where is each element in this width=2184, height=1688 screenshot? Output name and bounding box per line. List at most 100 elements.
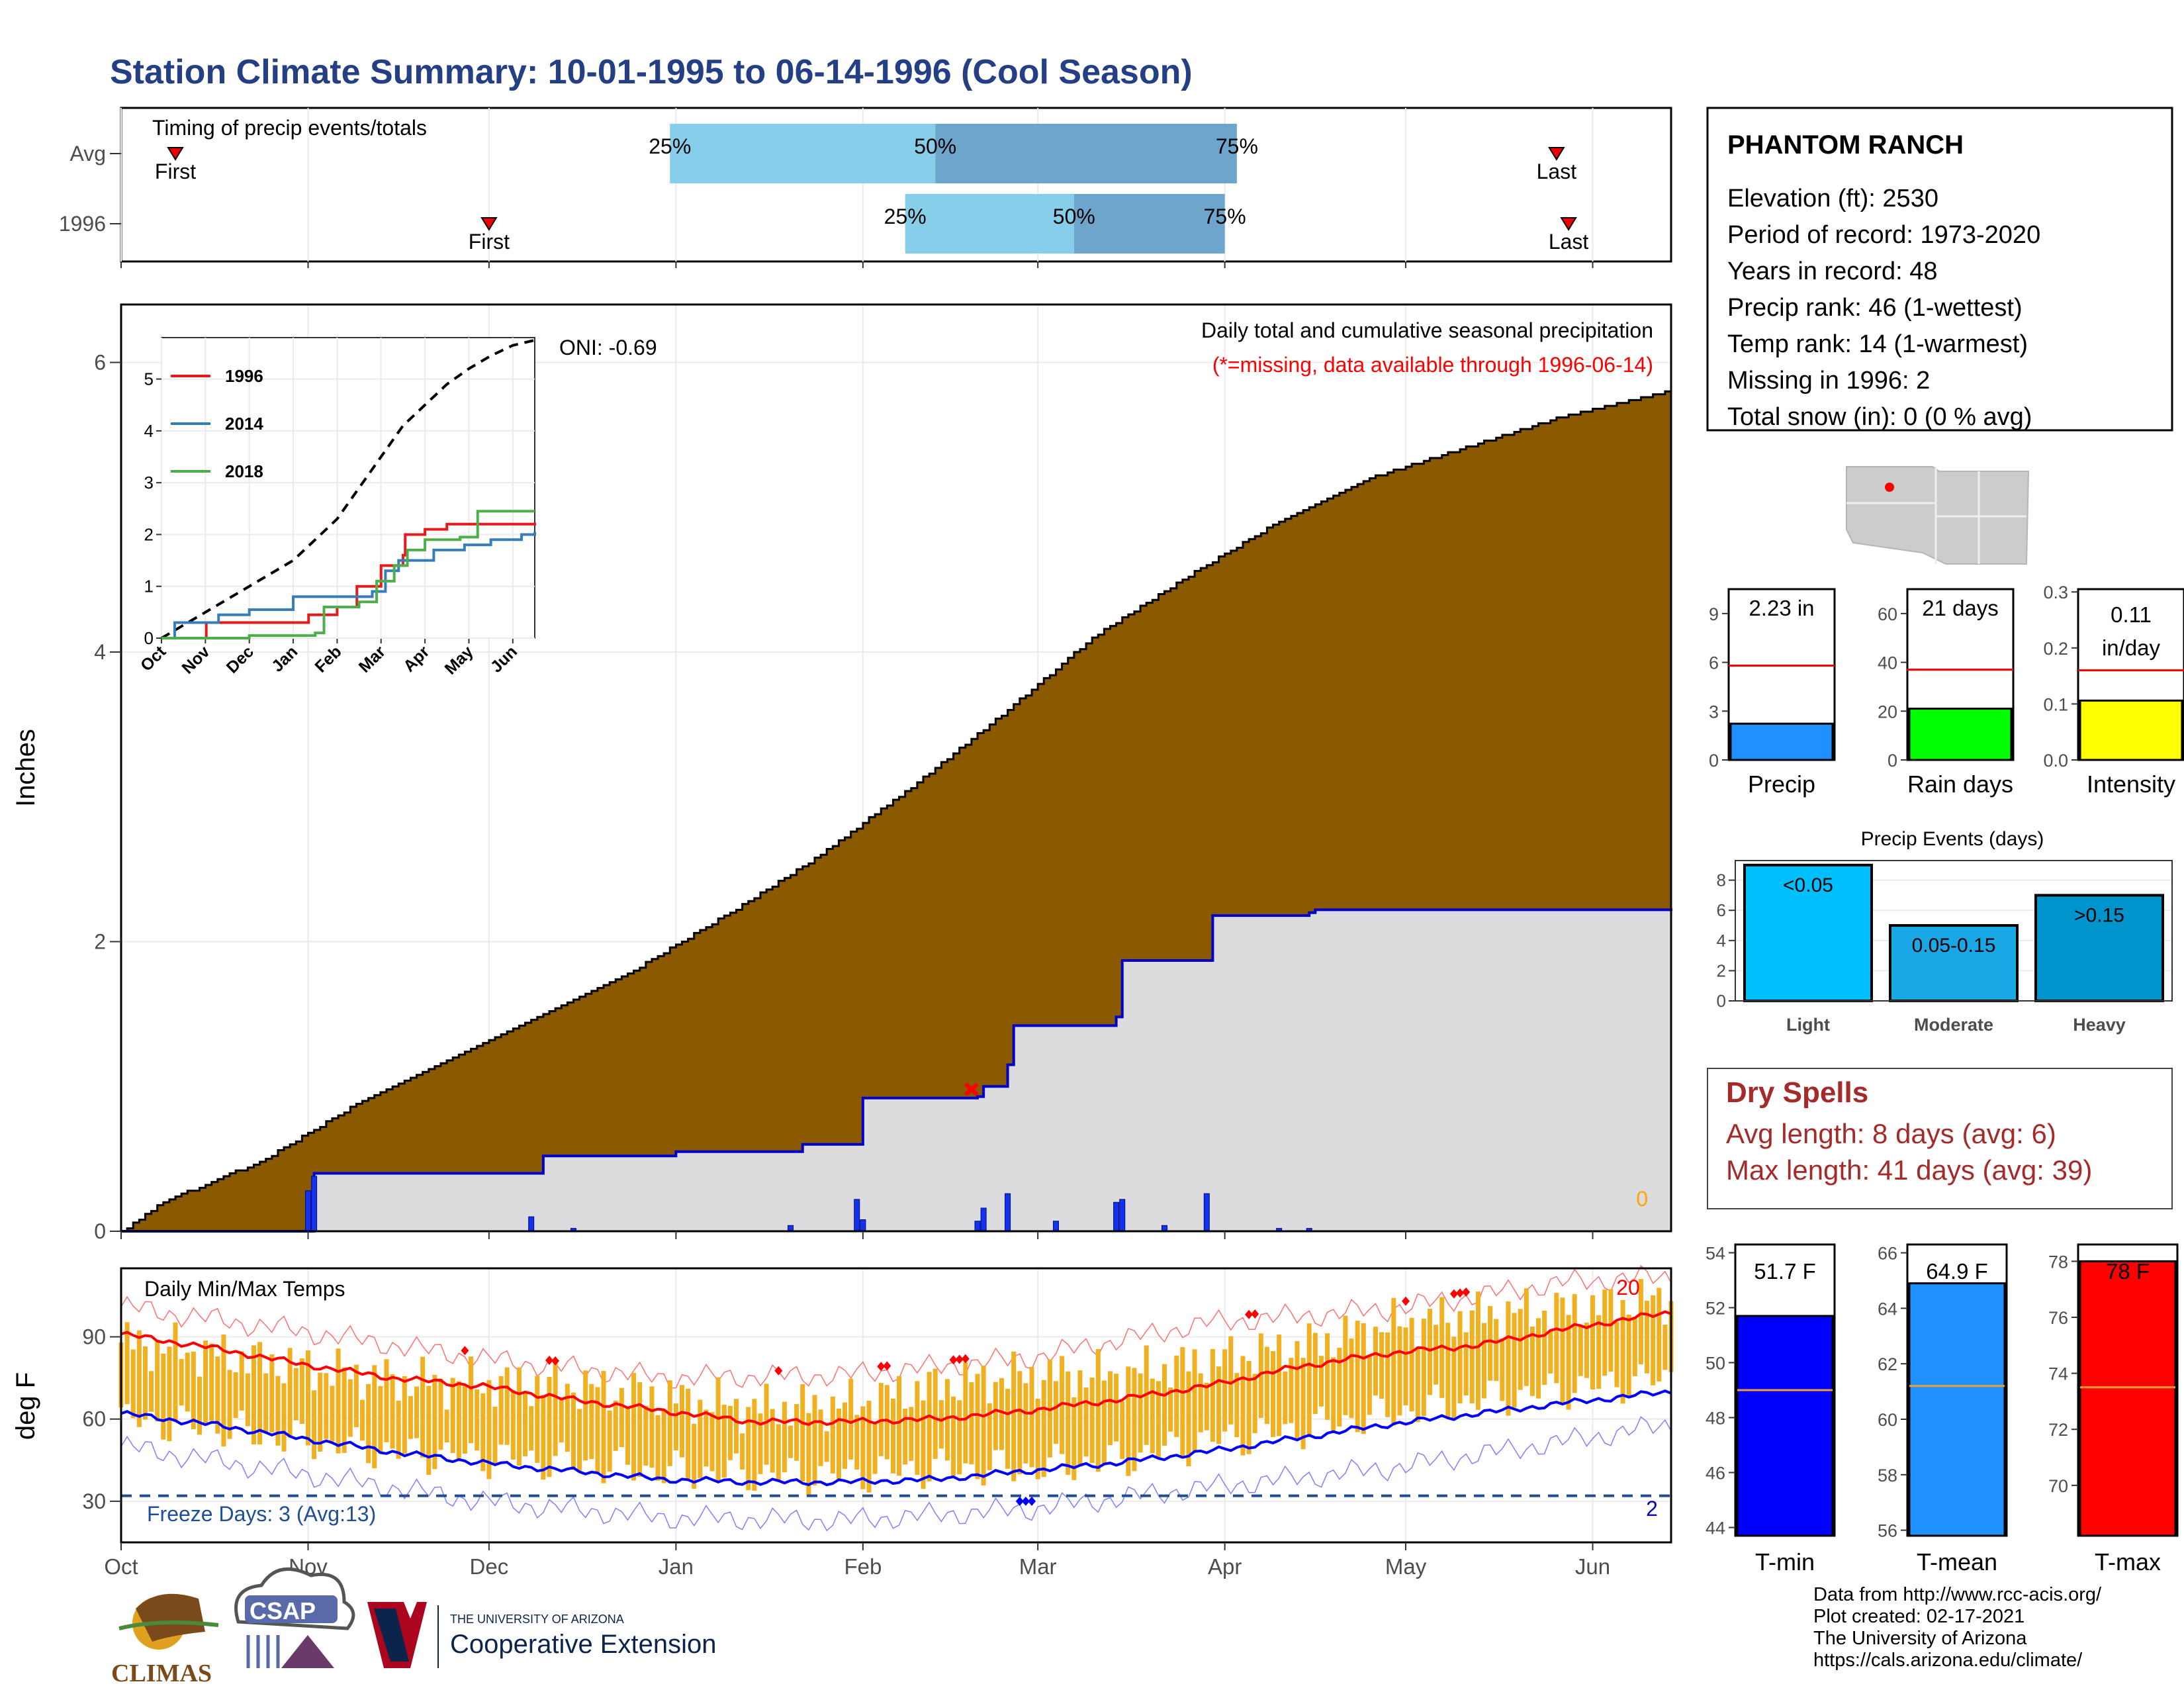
daily-temp-bar <box>475 1389 480 1451</box>
daily-temp-bar <box>535 1376 540 1463</box>
daily-temp-bar <box>251 1345 256 1445</box>
timing-marker-icon <box>167 147 184 161</box>
daily-temp-bar <box>179 1359 184 1406</box>
daily-temp-bar <box>1083 1387 1089 1457</box>
record-high-marker <box>1402 1296 1410 1306</box>
daily-precip-bar <box>860 1219 866 1232</box>
daily-temp-bar <box>734 1399 739 1454</box>
daily-temp-bar <box>305 1350 310 1446</box>
station-name: PHANTOM RANCH <box>1727 130 1964 160</box>
daily-temp-bar <box>692 1423 697 1489</box>
daily-temp-bar <box>559 1399 564 1443</box>
daily-temp-bar <box>1590 1295 1596 1390</box>
svg-text:THE UNIVERSITY OF ARIZONA: THE UNIVERSITY OF ARIZONA <box>450 1613 624 1626</box>
daily-temp-bar <box>142 1346 148 1420</box>
daily-temp-bar <box>944 1379 950 1461</box>
inset-y-tick: 5 <box>144 369 154 389</box>
daily-temp-bar <box>1373 1327 1378 1396</box>
precip-y-tick: 6 <box>94 351 106 375</box>
mini-category-label: Rain days <box>1907 771 2013 798</box>
record-high-marker <box>1462 1287 1471 1297</box>
daily-temp-bar <box>1234 1373 1240 1438</box>
daily-temp-bar <box>547 1376 552 1477</box>
daily-temp-bar <box>245 1373 250 1427</box>
daily-temp-bar <box>1626 1314 1631 1399</box>
mini-y-tick: 0.1 <box>2043 694 2068 714</box>
cumulative-1996-area <box>121 908 1671 1231</box>
temp-summary-bar <box>2079 1260 2177 1537</box>
daily-temp-bar <box>927 1372 932 1481</box>
daily-temp-bar <box>1343 1315 1348 1415</box>
daily-temp-bar <box>619 1387 624 1448</box>
daily-temp-bar <box>583 1370 588 1461</box>
footer-credit-line: Data from http://www.rcc-acis.org/ <box>1813 1584 2102 1605</box>
daily-precip-bar <box>1119 1199 1126 1232</box>
daily-temp-bar <box>390 1374 395 1449</box>
daily-temp-bar <box>438 1378 443 1450</box>
logos: CLIMAS CSAP THE UNIVERSITY OF ARIZONA Co… <box>111 1567 716 1687</box>
timing-bar-25-50 <box>905 194 1074 254</box>
daily-temp-bar <box>1439 1297 1445 1398</box>
dry-spells-title: Dry Spells <box>1726 1076 1868 1109</box>
svg-text:First: First <box>469 230 510 254</box>
daily-temp-bar <box>1150 1378 1155 1454</box>
daily-temp-bar <box>698 1399 703 1478</box>
record-high-marker <box>1456 1288 1465 1298</box>
mini-category-label: Intensity <box>2087 771 2175 798</box>
temp-x-tick: Apr <box>1208 1554 1242 1579</box>
daily-temp-bar <box>643 1405 649 1466</box>
freeze-marker <box>1015 1496 1024 1506</box>
svg-text:50%: 50% <box>914 134 956 158</box>
precip-y-tick: 4 <box>94 640 106 664</box>
daily-temp-bar <box>679 1385 684 1458</box>
daily-temp-bar <box>1614 1322 1619 1387</box>
inset-line-2018 <box>161 510 535 639</box>
temp-summary-label: T-max <box>2095 1548 2161 1575</box>
daily-temp-bar <box>1283 1371 1288 1425</box>
daily-temp-bar <box>661 1409 666 1483</box>
daily-temp-bar <box>1529 1327 1535 1396</box>
daily-temp-bar <box>239 1351 244 1411</box>
daily-temp-bar <box>396 1400 401 1459</box>
daily-temp-bar <box>890 1398 895 1474</box>
missing-count: 0 <box>1636 1187 1648 1211</box>
daily-temp-bar <box>1222 1349 1228 1432</box>
station-info-line: Precip rank: 46 (1-wettest) <box>1727 294 2023 322</box>
daily-temp-bar <box>848 1378 854 1460</box>
daily-temp-bar <box>1445 1323 1451 1417</box>
daily-temp-bar <box>806 1413 811 1496</box>
daily-temp-bar <box>577 1409 582 1472</box>
events-category: Heavy <box>2073 1015 2126 1035</box>
daily-temp-bar <box>758 1413 763 1474</box>
daily-temp-bar <box>686 1388 691 1479</box>
daily-temp-bar <box>1174 1355 1179 1437</box>
dry-spells-avg: Avg length: 8 days (avg: 6) <box>1726 1118 2056 1149</box>
daily-temp-bar <box>1500 1338 1505 1401</box>
temp-x-tick: Jan <box>659 1554 694 1579</box>
svg-text:75%: 75% <box>1204 205 1246 228</box>
temp-summary-y-tick: 58 <box>1878 1466 1897 1485</box>
temp-y-tick: 60 <box>82 1407 106 1431</box>
daily-temp-bar <box>909 1407 914 1461</box>
daily-temp-bar <box>1126 1366 1131 1476</box>
daily-temp-bar <box>1638 1279 1643 1365</box>
mini-bar <box>2079 699 2183 761</box>
temp-x-tick: Dec <box>470 1554 509 1579</box>
daily-temp-bar <box>1011 1351 1017 1481</box>
daily-temp-bar <box>408 1395 413 1439</box>
mini-value-label: 2.23 in <box>1749 596 1814 620</box>
avg-min-temp-line <box>120 1389 1672 1487</box>
daily-temp-bar <box>1060 1356 1065 1454</box>
cumulative-average-line <box>121 390 1671 1233</box>
daily-temp-bar <box>752 1399 757 1491</box>
daily-temp-bar <box>1560 1297 1565 1405</box>
daily-temp-bar <box>565 1383 570 1452</box>
daily-temp-bar <box>173 1322 178 1423</box>
daily-temp-bar <box>1451 1336 1457 1419</box>
record-max-line <box>120 1264 1672 1389</box>
daily-temp-bar <box>951 1396 956 1476</box>
daily-temp-bar <box>1156 1381 1161 1458</box>
record-high-marker <box>1449 1289 1458 1299</box>
daily-temp-bar <box>776 1424 781 1481</box>
events-bar-label: <0.05 <box>1783 874 1833 896</box>
